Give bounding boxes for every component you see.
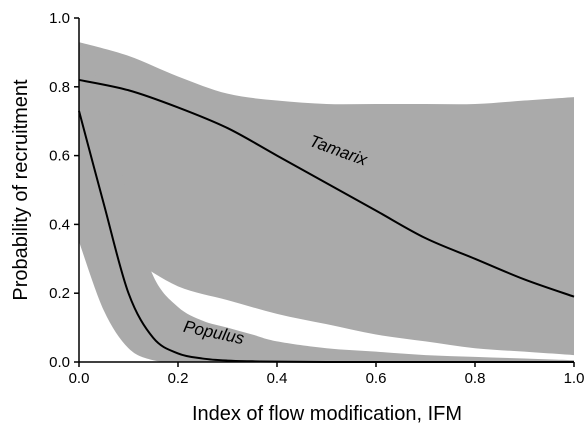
x-tick-label: 0.6 — [366, 370, 387, 387]
x-axis: 0.0 0.2 0.4 0.6 0.8 1.0 — [69, 361, 585, 387]
y-tick-label: 0.4 — [49, 216, 70, 233]
confidence-band-populus — [79, 52, 574, 363]
y-axis: 0.0 0.2 0.4 0.6 0.8 1.0 — [49, 10, 80, 371]
y-tick-label: 0.0 — [49, 354, 70, 371]
x-axis-title: Index of flow modification, IFM — [192, 403, 462, 425]
x-tick-label: 0.8 — [465, 370, 486, 387]
y-tick-label: 0.2 — [49, 285, 70, 302]
x-tick-label: 1.0 — [564, 370, 585, 387]
y-axis-title: Probability of recruitment — [10, 79, 32, 301]
x-tick-label: 0.0 — [69, 370, 90, 387]
x-tick-label: 0.4 — [267, 370, 288, 387]
x-tick-label: 0.2 — [168, 370, 189, 387]
y-tick-label: 1.0 — [49, 10, 70, 27]
y-tick-label: 0.6 — [49, 148, 70, 165]
confidence-band-tamarix — [79, 42, 574, 356]
y-tick-label: 0.8 — [49, 79, 70, 96]
series-line-tamarix — [78, 78, 575, 298]
